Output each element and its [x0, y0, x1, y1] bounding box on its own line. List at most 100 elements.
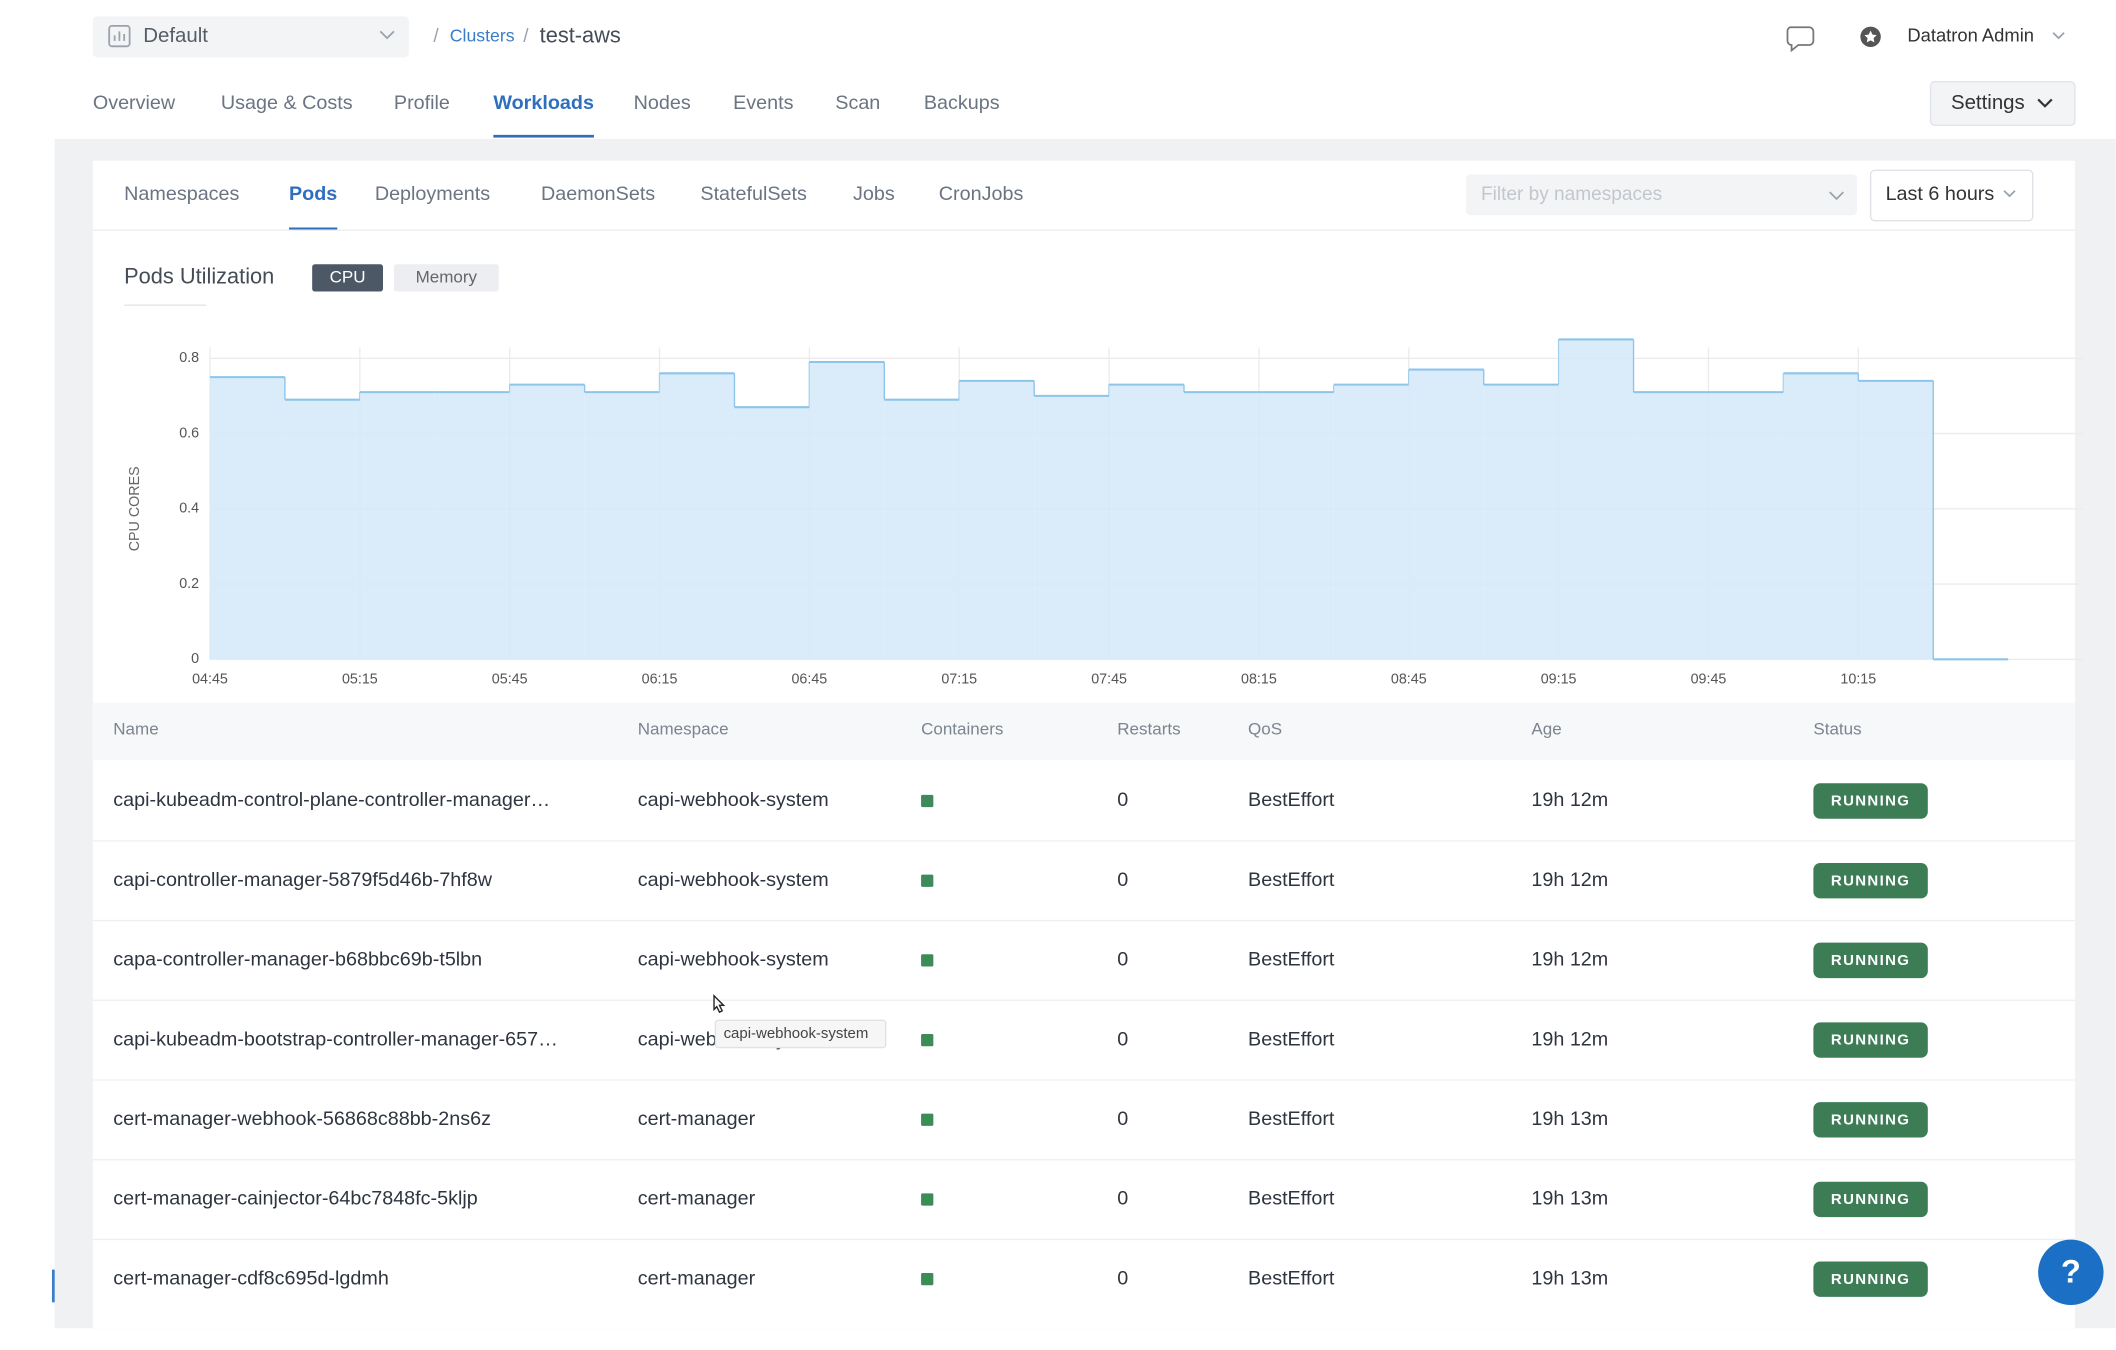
x-tick-label: 09:45 — [1691, 672, 1727, 688]
nav-tab[interactable]: Scan — [835, 92, 880, 114]
status-label: RUNNING — [1831, 1191, 1910, 1208]
y-axis-label: CPU CORES — [127, 466, 143, 551]
area-step — [359, 392, 435, 660]
panel-title: Pods Utilization — [124, 264, 274, 289]
nav-tab[interactable]: Profile — [394, 92, 450, 114]
area-step — [1258, 392, 1334, 660]
settings-button[interactable] — [1929, 81, 2076, 127]
sub-tab[interactable]: Pods — [289, 183, 337, 205]
y-tick-label: 0.4 — [179, 501, 199, 517]
x-tick-label: 06:15 — [642, 672, 678, 688]
namespace-filter[interactable] — [1465, 174, 1857, 216]
area-step — [209, 377, 285, 660]
sub-tab[interactable]: Namespaces — [124, 183, 239, 205]
y-tick-label: 0 — [191, 651, 199, 667]
table-cell: cert-manager — [638, 1267, 756, 1289]
column-header: Age — [1531, 720, 1561, 739]
table-cell: 0 — [1117, 1108, 1128, 1130]
x-tick-label: 06:45 — [791, 672, 827, 688]
chevron — [1829, 191, 1844, 201]
toggle-label: CPU — [330, 267, 366, 286]
nav-tab[interactable]: Backups — [924, 92, 1000, 114]
column-header: QoS — [1248, 720, 1282, 739]
status-badge — [1813, 1261, 1928, 1297]
cursor — [713, 994, 726, 1014]
table-header-bg — [92, 702, 2075, 761]
chevron — [2037, 98, 2053, 108]
active-underline — [289, 227, 338, 231]
x-tick-label: 07:15 — [941, 672, 977, 688]
help-label: ? — [2061, 1252, 2081, 1289]
area-step — [959, 380, 1035, 660]
sub-tab[interactable]: StatefulSets — [700, 183, 807, 205]
sub-tab[interactable]: DaemonSets — [541, 183, 655, 205]
chart: 0 0.2 0.4 0.6 0.8 CPU CORES 04:45 05:15 05:45 06:… — [127, 338, 2084, 688]
sub-tab[interactable]: Deployments — [375, 183, 490, 205]
tooltip — [714, 1019, 887, 1049]
table-cell: BestEffort — [1248, 869, 1335, 891]
settings-label: Settings — [1951, 92, 2025, 114]
sub-nav: Namespaces Pods Deployments DaemonSets State… — [124, 183, 1024, 231]
table-cell: 19h 13m — [1531, 1108, 1608, 1130]
status-badge — [1813, 942, 1928, 979]
area-step — [1858, 380, 1934, 660]
table-cell: capi-kubeadm-bootstrap-controller-manage… — [113, 1028, 558, 1050]
container-indicator — [921, 1273, 934, 1286]
area-step — [1184, 392, 1259, 660]
container-indicator — [921, 1033, 934, 1047]
area-step — [1333, 384, 1409, 660]
help-button[interactable] — [2038, 1239, 2104, 1306]
table-cell: 19h 12m — [1531, 949, 1608, 971]
toggle-button[interactable] — [312, 264, 383, 292]
area-step — [1408, 369, 1484, 660]
cluster-name: test-aws — [540, 23, 621, 48]
column-header: Namespace — [638, 720, 729, 739]
nav-tab[interactable]: Nodes — [634, 92, 691, 114]
user-name[interactable]: Datatron Admin — [1907, 25, 2034, 46]
table-cell: cert-manager — [638, 1108, 756, 1130]
area-step — [809, 362, 885, 660]
container-indicator — [921, 1193, 934, 1206]
table-cell: capi-controller-manager-5879f5d46b-7hf8w — [113, 869, 492, 891]
table-cell: 0 — [1117, 1188, 1128, 1210]
area-step — [1783, 373, 1859, 660]
x-tick-label: 05:45 — [492, 672, 528, 688]
nav-tab[interactable]: Usage & Costs — [221, 92, 353, 114]
workspace-name: Default — [143, 25, 208, 47]
workspace-select[interactable] — [92, 16, 409, 58]
pods-table: Name Namespace Containers Restarts QoS Age Sta… — [92, 702, 2075, 1297]
table-cell: 0 — [1117, 1028, 1128, 1050]
time-range-select[interactable] — [1869, 169, 2034, 222]
x-tick-label: 08:15 — [1241, 672, 1277, 688]
column-header: Containers — [921, 720, 1003, 739]
workspace-icon-bars — [113, 31, 126, 41]
area-step — [1483, 384, 1559, 660]
status-badge — [1813, 1102, 1928, 1138]
nav-tab[interactable]: Overview — [93, 92, 176, 114]
area-step — [509, 384, 585, 660]
chat-icon[interactable] — [1786, 26, 1815, 53]
table-cell: BestEffort — [1248, 1188, 1335, 1210]
status-label: RUNNING — [1831, 1032, 1910, 1049]
sub-tab[interactable]: Jobs — [853, 183, 895, 205]
status-badge — [1813, 783, 1928, 819]
table-cell: capi-webhook-system — [638, 949, 829, 971]
toggle-button[interactable] — [393, 264, 499, 292]
time-range: Last 6 hours — [1886, 183, 1995, 205]
y-tick-label: 0.2 — [179, 576, 199, 592]
x-tick-label: 09:15 — [1541, 672, 1577, 688]
status-label: RUNNING — [1831, 872, 1910, 889]
status-badge — [1813, 862, 1928, 899]
nav-tab[interactable]: Events — [733, 92, 794, 114]
breadcrumb-link[interactable]: Clusters — [450, 25, 515, 45]
nav-tab[interactable]: Workloads — [493, 92, 594, 114]
x-tick-label: 10:15 — [1840, 672, 1876, 688]
table-cell: cert-manager-cdf8c695d-lgdmh — [113, 1267, 389, 1289]
table-cell: cert-manager — [638, 1188, 756, 1210]
table-cell: 0 — [1117, 949, 1128, 971]
table-cell: capi-webhook-system — [638, 789, 829, 811]
table-cell: 19h 13m — [1531, 1188, 1608, 1210]
area-step — [659, 373, 735, 660]
sub-tab[interactable]: CronJobs — [939, 183, 1024, 205]
